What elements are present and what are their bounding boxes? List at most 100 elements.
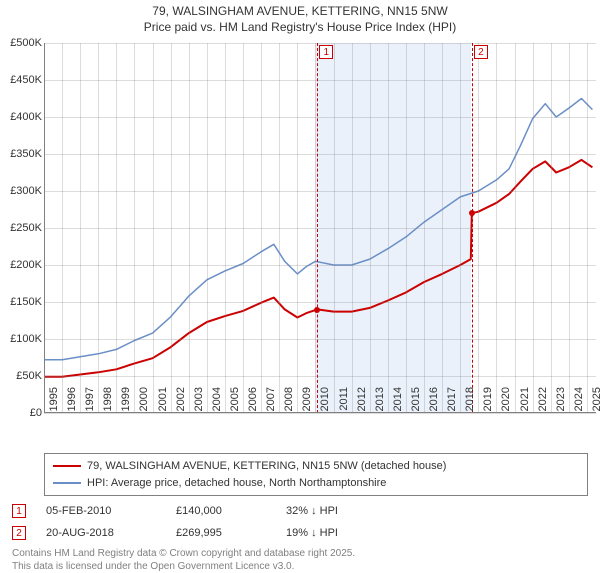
gridline-v xyxy=(225,43,226,413)
sale-delta: 32% ↓ HPI xyxy=(286,505,386,517)
x-axis-tick-label: 2001 xyxy=(157,387,169,417)
legend-label-hpi: HPI: Average price, detached house, Nort… xyxy=(87,475,386,492)
gridline-v xyxy=(243,43,244,413)
x-axis-tick-label: 2000 xyxy=(138,387,150,417)
y-axis-tick-label: £100K xyxy=(2,333,42,345)
gridline-v xyxy=(551,43,552,413)
gridline-v xyxy=(406,43,407,413)
x-axis-tick-label: 1998 xyxy=(102,387,114,417)
y-axis-tick-label: £200K xyxy=(2,259,42,271)
x-axis-tick-label: 2005 xyxy=(229,387,241,417)
gridline-v xyxy=(587,43,588,413)
y-axis-tick-label: £150K xyxy=(2,296,42,308)
x-axis-tick-label: 2020 xyxy=(500,387,512,417)
x-axis-tick-label: 1996 xyxy=(66,387,78,417)
y-axis-tick-label: £300K xyxy=(2,185,42,197)
legend: 79, WALSINGHAM AVENUE, KETTERING, NN15 5… xyxy=(44,453,588,496)
gridline-v xyxy=(515,43,516,413)
x-axis-tick-label: 2017 xyxy=(446,387,458,417)
x-axis-tick-label: 2006 xyxy=(247,387,259,417)
gridline-h xyxy=(44,80,596,81)
x-axis-tick-label: 2015 xyxy=(410,387,422,417)
gridline-v xyxy=(261,43,262,413)
gridline-h xyxy=(44,43,596,44)
gridline-v xyxy=(279,43,280,413)
x-axis-tick-label: 2024 xyxy=(573,387,585,417)
gridline-h xyxy=(44,339,596,340)
gridline-h xyxy=(44,154,596,155)
x-axis-tick-label: 2012 xyxy=(356,387,368,417)
sale-price: £269,995 xyxy=(176,527,266,539)
gridline-v xyxy=(171,43,172,413)
gridline-h xyxy=(44,302,596,303)
gridline-v xyxy=(153,43,154,413)
sale-marker-point xyxy=(469,210,475,216)
gridline-v xyxy=(134,43,135,413)
plot-area: 12 xyxy=(44,43,596,413)
x-axis-tick-label: 2013 xyxy=(374,387,386,417)
y-axis-tick-label: £400K xyxy=(2,111,42,123)
x-axis-tick-label: 2004 xyxy=(211,387,223,417)
x-axis-tick-label: 2014 xyxy=(392,387,404,417)
y-axis-tick-label: £250K xyxy=(2,222,42,234)
x-axis-tick-label: 2018 xyxy=(464,387,476,417)
sale-date: 20-AUG-2018 xyxy=(46,527,156,539)
sale-row: 1 05-FEB-2010 £140,000 32% ↓ HPI xyxy=(12,502,588,524)
x-axis-tick-label: 2007 xyxy=(265,387,277,417)
x-axis-tick-label: 2021 xyxy=(519,387,531,417)
sale-marker-point xyxy=(314,307,320,313)
legend-item-property: 79, WALSINGHAM AVENUE, KETTERING, NN15 5… xyxy=(53,458,579,475)
x-axis-tick-label: 1997 xyxy=(84,387,96,417)
gridline-h xyxy=(44,228,596,229)
sale-marker-badge: 1 xyxy=(319,45,333,59)
x-axis-tick-label: 2023 xyxy=(555,387,567,417)
footer-line-2: This data is licensed under the Open Gov… xyxy=(12,561,588,573)
x-axis-tick-label: 2011 xyxy=(338,387,350,417)
y-axis-tick-label: £50K xyxy=(2,370,42,382)
sales-table: 1 05-FEB-2010 £140,000 32% ↓ HPI 2 20-AU… xyxy=(12,502,588,546)
x-axis-tick-label: 1995 xyxy=(48,387,60,417)
gridline-v xyxy=(62,43,63,413)
gridline-v xyxy=(370,43,371,413)
gridline-v xyxy=(496,43,497,413)
x-axis-tick-label: 2003 xyxy=(193,387,205,417)
x-axis-tick-label: 2019 xyxy=(482,387,494,417)
gridline-v xyxy=(478,43,479,413)
legend-swatch-property xyxy=(53,465,81,467)
y-axis-tick-label: £500K xyxy=(2,37,42,49)
gridline-v xyxy=(569,43,570,413)
y-axis-tick-label: £0 xyxy=(2,407,42,419)
gridline-h xyxy=(44,191,596,192)
gridline-v xyxy=(352,43,353,413)
gridline-v xyxy=(388,43,389,413)
x-axis-tick-label: 1999 xyxy=(120,387,132,417)
legend-swatch-hpi xyxy=(53,482,81,484)
gridline-v xyxy=(442,43,443,413)
chart-container: 12 £0£50K£100K£150K£200K£250K£300K£350K£… xyxy=(0,37,600,447)
chart-title-block: 79, WALSINGHAM AVENUE, KETTERING, NN15 5… xyxy=(0,0,600,37)
sale-delta: 19% ↓ HPI xyxy=(286,527,386,539)
x-axis-tick-label: 2002 xyxy=(175,387,187,417)
gridline-v xyxy=(533,43,534,413)
gridline-v xyxy=(297,43,298,413)
sale-marker-line xyxy=(472,43,473,413)
sale-marker-badge: 1 xyxy=(12,504,26,518)
sale-price: £140,000 xyxy=(176,505,266,517)
gridline-v xyxy=(98,43,99,413)
gridline-v xyxy=(80,43,81,413)
x-axis-tick-label: 2025 xyxy=(591,387,600,417)
sale-marker-badge: 2 xyxy=(12,526,26,540)
x-axis-tick-label: 2016 xyxy=(428,387,440,417)
gridline-v xyxy=(189,43,190,413)
legend-label-property: 79, WALSINGHAM AVENUE, KETTERING, NN15 5… xyxy=(87,458,446,475)
x-axis-tick-label: 2022 xyxy=(537,387,549,417)
x-axis-tick-label: 2009 xyxy=(301,387,313,417)
gridline-v xyxy=(424,43,425,413)
gridline-h xyxy=(44,117,596,118)
y-axis-tick-label: £450K xyxy=(2,74,42,86)
gridline-h xyxy=(44,265,596,266)
sale-date: 05-FEB-2010 xyxy=(46,505,156,517)
gridline-v xyxy=(460,43,461,413)
title-line-2: Price paid vs. HM Land Registry's House … xyxy=(0,20,600,36)
title-line-1: 79, WALSINGHAM AVENUE, KETTERING, NN15 5… xyxy=(0,4,600,20)
